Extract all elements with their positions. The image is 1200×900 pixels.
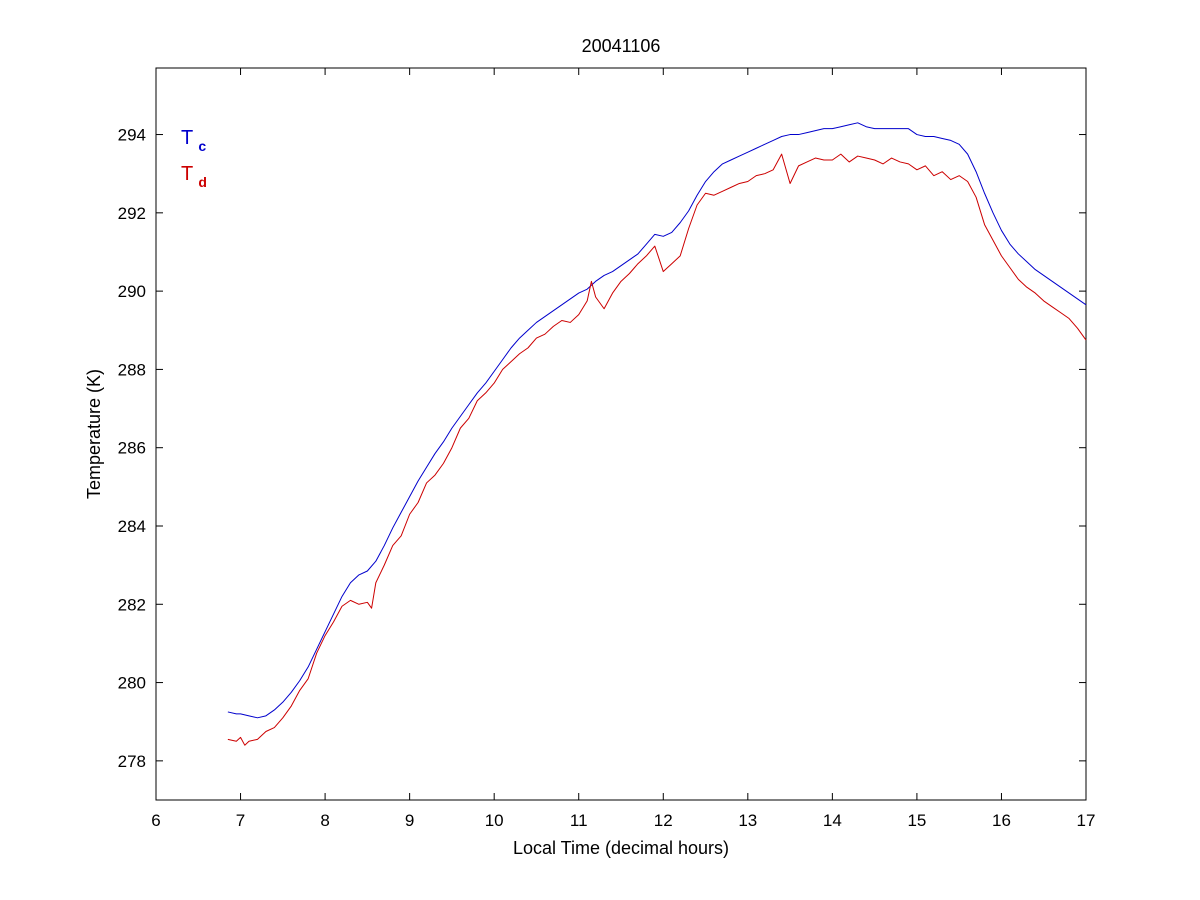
legend-entry-td: T d	[181, 163, 207, 190]
series-layer	[227, 122, 1087, 746]
x-tick-label: 11	[570, 811, 588, 830]
x-tick-label: 10	[485, 811, 504, 830]
x-axis-label: Local Time (decimal hours)	[513, 838, 729, 858]
x-tick-label: 15	[907, 811, 926, 830]
legend-entry-tc: T c	[181, 127, 206, 154]
y-tick-label: 288	[118, 360, 146, 379]
y-tick-label: 290	[118, 282, 146, 301]
y-tick-label: 292	[118, 204, 146, 223]
series-line-td	[227, 153, 1087, 746]
y-tick-label: 282	[118, 595, 146, 614]
ticks-layer: 6 7 8 9 10 11 12 13 14 15 16 17 278 280 282 284 286 288 29…	[118, 68, 1096, 830]
y-axis-label: Temperature (K)	[84, 369, 104, 499]
plot-area	[155, 67, 1087, 801]
y-tick-label: 286	[118, 439, 146, 458]
x-tick-label: 14	[823, 811, 842, 830]
x-tick-label: 8	[320, 811, 329, 830]
legend-tc-subscript: c	[198, 138, 206, 154]
x-tick-label: 17	[1077, 811, 1096, 830]
y-tick-label: 284	[118, 517, 146, 536]
x-tick-label: 16	[992, 811, 1011, 830]
legend-td-subscript: d	[198, 174, 207, 190]
y-tick-label: 280	[118, 674, 146, 693]
y-tick-label: 278	[118, 752, 146, 771]
series-line-tc	[227, 122, 1087, 719]
x-tick-label: 12	[654, 811, 673, 830]
y-tick-label: 294	[118, 126, 146, 145]
x-tick-label: 9	[405, 811, 414, 830]
chart-title: 20041106	[582, 36, 661, 56]
x-tick-label: 6	[151, 811, 160, 830]
legend: T c T d	[181, 127, 207, 190]
legend-td-name: T	[181, 163, 193, 185]
legend-tc-name: T	[181, 127, 193, 149]
x-tick-label: 7	[236, 811, 245, 830]
x-tick-label: 13	[738, 811, 757, 830]
